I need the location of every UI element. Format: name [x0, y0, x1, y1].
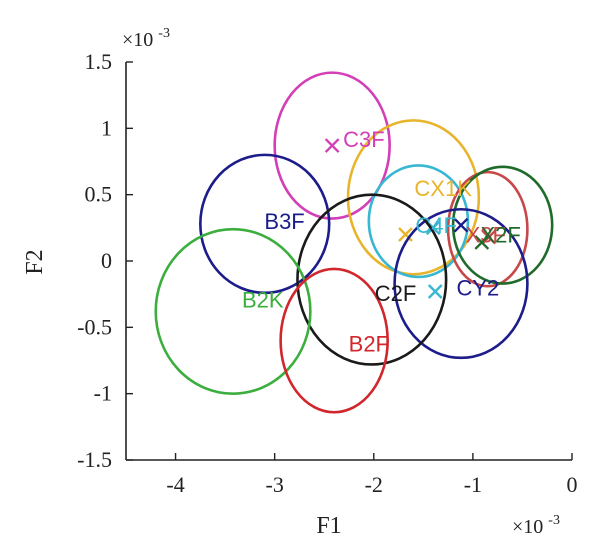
group-label-x3f: X3F	[466, 222, 506, 247]
marker-stroke	[453, 217, 469, 233]
marker-cy2	[453, 217, 469, 233]
axes: -4 -3 -2 -1 0 -1.5 -1 -0.5 0 0.5 1 1.5	[77, 49, 577, 497]
y-tick-label: 0.5	[85, 182, 113, 207]
marker-stroke	[474, 235, 490, 250]
group-label-x2f: X2F	[480, 222, 520, 247]
ellipse-b3f	[199, 153, 331, 295]
ellipse-c4f	[367, 164, 470, 279]
ellipse-cx1k	[346, 119, 481, 276]
group-label-b3f: B3F	[264, 209, 304, 234]
group-label-cy2: CY2	[456, 276, 499, 301]
group-label-cx1k: CX1K	[414, 176, 472, 201]
marker-x2f	[474, 235, 490, 250]
marker-extra-10	[427, 284, 443, 299]
marker-stroke	[427, 284, 443, 299]
y-tick-label: -0.5	[77, 314, 112, 339]
ellipse-c2f	[296, 193, 448, 366]
y-tick-label: -1.5	[77, 447, 112, 472]
y-axis-label: F2	[22, 249, 48, 274]
ellipse-cy2	[393, 207, 529, 360]
x-tick-label: 0	[567, 472, 578, 497]
y-tick-label: 1.5	[85, 49, 113, 74]
x-axis-multiplier: ×10 -3	[512, 513, 560, 538]
marker-c3f	[324, 138, 340, 153]
y-tick-label: 0	[101, 248, 112, 273]
y-multiplier-exponent: -3	[158, 26, 170, 41]
marker-stroke	[398, 227, 413, 242]
marker-stroke	[324, 138, 340, 153]
ellipse-b2k	[154, 227, 312, 395]
ellipse-x2f	[451, 165, 554, 285]
x-tick-label: -1	[464, 472, 482, 497]
group-label-c2f: C2F	[375, 281, 417, 306]
x-tick-label: -2	[365, 472, 383, 497]
marker-cx1k	[398, 227, 413, 242]
group-label-b2f: B2F	[349, 331, 389, 356]
y-multiplier-base: ×10	[122, 29, 153, 51]
x-axis-label: F1	[316, 513, 341, 539]
x-tick-label: -3	[266, 472, 284, 497]
group-label-c4f: C4F	[415, 213, 457, 238]
group-label-b2k: B2K	[242, 287, 284, 312]
plot-area	[154, 71, 554, 414]
ellipse-x3f	[446, 170, 529, 288]
y-tick-label: -1	[94, 381, 112, 406]
ellipse-c3f	[273, 71, 391, 220]
ellipse-b2f	[279, 267, 389, 414]
x-tick-label: -4	[166, 472, 184, 497]
y-axis-multiplier: ×10 -3	[122, 26, 170, 51]
group-label-c3f: C3F	[343, 127, 385, 152]
marker-stroke	[425, 220, 441, 236]
x-multiplier-exponent: -3	[548, 513, 560, 528]
x-multiplier-base: ×10	[512, 516, 543, 538]
y-tick-label: 1	[101, 115, 112, 140]
